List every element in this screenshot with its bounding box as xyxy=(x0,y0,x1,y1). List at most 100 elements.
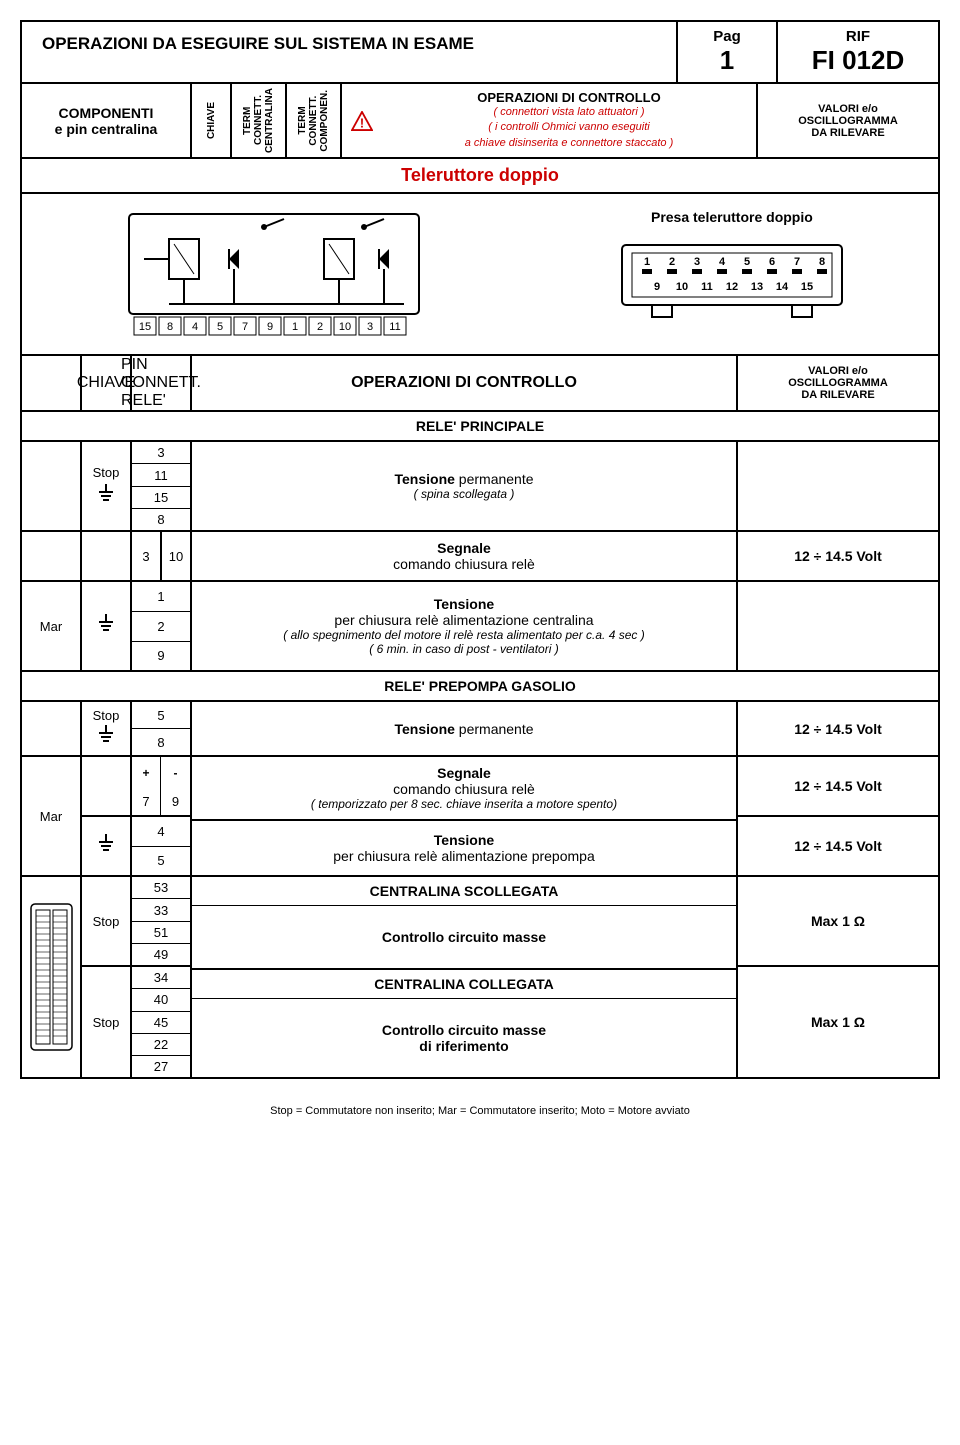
r7-stop: Stop xyxy=(82,877,130,967)
svg-text:!: ! xyxy=(360,115,364,130)
svg-text:2: 2 xyxy=(669,256,675,268)
pag-label: Pag xyxy=(684,28,770,45)
term2-label: TERM CONNETT. COMPONEN. xyxy=(297,90,330,152)
svg-text:15: 15 xyxy=(801,281,813,293)
rif-value: FI 012D xyxy=(784,45,932,76)
r2-val: 12 ÷ 14.5 Volt xyxy=(738,532,938,580)
footer-note: Stop = Commutatore non inserito; Mar = C… xyxy=(0,1099,960,1123)
r7-p1: 33 xyxy=(132,899,190,921)
r7-p3: 49 xyxy=(132,944,190,965)
svg-text:5: 5 xyxy=(217,321,223,333)
svg-text:3: 3 xyxy=(367,321,373,333)
r2-pinB: 10 xyxy=(162,532,192,580)
componenti-l2: e pin centralina xyxy=(30,121,182,137)
svg-text:8: 8 xyxy=(819,256,825,268)
r4-stop: Stop xyxy=(93,708,120,723)
r1-p3: 8 xyxy=(132,509,190,530)
svg-text:1: 1 xyxy=(292,321,298,333)
pin-header-text: PIN CONNETT. RELE' xyxy=(121,356,201,410)
r3-c2 xyxy=(82,582,132,670)
r8-title: CENTRALINA COLLEGATA xyxy=(192,970,736,999)
ops-l2: ( i controlli Ohmici vanno eseguiti xyxy=(388,120,750,135)
r5-pbs: - xyxy=(161,757,190,787)
row-2: 3 10 Segnale comando chiusura relè 12 ÷ … xyxy=(22,532,938,582)
r3-pins: 1 2 9 xyxy=(132,582,192,670)
r5-desc: Segnale comando chiusura relè ( temporiz… xyxy=(192,757,736,821)
term-centralina-col: TERM CONNETT. CENTRALINA xyxy=(232,84,287,157)
svg-text:6: 6 xyxy=(769,256,775,268)
page-number-cell: Pag 1 xyxy=(678,22,778,82)
r8-p1: 40 xyxy=(132,989,190,1011)
componenti-l1: COMPONENTI xyxy=(30,105,182,121)
r1-val xyxy=(738,442,938,530)
top-header: OPERAZIONI DA ESEGUIRE SUL SISTEMA IN ES… xyxy=(22,22,938,84)
ops-header-row: CHIAVE PIN CONNETT. RELE' OPERAZIONI DI … xyxy=(22,356,938,412)
r2-dp: comando chiusura relè xyxy=(393,556,535,572)
rif-label: RIF xyxy=(784,28,932,45)
r3-di1: ( allo spegnimento del motore il relè re… xyxy=(283,628,645,642)
r6-val: 12 ÷ 14.5 Volt xyxy=(738,817,938,875)
component-title: Teleruttore doppio xyxy=(22,159,938,194)
r7-title: CENTRALINA SCOLLEGATA xyxy=(192,877,736,906)
chiave-label: CHIAVE xyxy=(206,102,217,139)
valori-l3: DA RILEVARE xyxy=(766,127,930,139)
r6-desc: Tensione per chiusura relè alimentazione… xyxy=(192,821,736,875)
connector-col xyxy=(22,877,82,1077)
r3-val xyxy=(738,582,938,670)
r8-desc: Controllo circuito masse di riferimento xyxy=(192,999,736,1077)
r6-p1: 5 xyxy=(132,847,190,876)
r5-di: ( temporizzato per 8 sec. chiave inserit… xyxy=(311,797,617,811)
svg-text:9: 9 xyxy=(267,321,273,333)
row-4: Stop 5 8 Tensione permanente 12 ÷ 14.5 V… xyxy=(22,702,938,757)
r8-p0: 34 xyxy=(132,967,190,989)
r3-p1: 2 xyxy=(132,612,190,642)
term1-label: TERM CONNETT. CENTRALINA xyxy=(242,88,275,153)
r3-db: Tensione xyxy=(434,596,494,612)
r7-p2: 51 xyxy=(132,922,190,944)
r4-dp: permanente xyxy=(455,721,534,737)
svg-text:4: 4 xyxy=(719,256,726,268)
svg-text:10: 10 xyxy=(676,281,688,293)
r1-p1: 11 xyxy=(132,464,190,486)
valori-l1: VALORI e/o xyxy=(766,103,930,115)
svg-text:9: 9 xyxy=(654,281,660,293)
r4-c1 xyxy=(22,702,82,755)
svg-text:4: 4 xyxy=(192,321,198,333)
svg-text:1: 1 xyxy=(644,256,650,268)
r1-desc: Tensione permanente ( spina scollegata ) xyxy=(192,442,738,530)
svg-text:13: 13 xyxy=(751,281,763,293)
ops-title: OPERAZIONI DI CONTROLLO xyxy=(388,90,750,105)
ground-icon xyxy=(97,484,115,508)
r8-dp: di riferimento xyxy=(419,1038,508,1054)
r2-desc: Segnale comando chiusura relè xyxy=(192,532,738,580)
pag-value: 1 xyxy=(684,45,770,76)
r5-dp: comando chiusura relè xyxy=(393,781,535,797)
r7-p0: 53 xyxy=(132,877,190,899)
svg-text:8: 8 xyxy=(167,321,173,333)
svg-text:12: 12 xyxy=(726,281,738,293)
row-7-8: Stop Stop 53 33 51 49 34 40 45 22 27 CEN… xyxy=(22,877,938,1077)
r2-db: Segnale xyxy=(437,540,491,556)
valori-header: VALORI e/o OSCILLOGRAMMA DA RILEVARE xyxy=(738,356,938,410)
r1-p0: 3 xyxy=(132,442,190,464)
section-prepompa: RELE' PREPOMPA GASOLIO xyxy=(22,672,938,702)
rif-cell: RIF FI 012D xyxy=(778,22,938,82)
header2: COMPONENTI e pin centralina CHIAVE TERM … xyxy=(22,84,938,159)
r1-dp: permanente xyxy=(455,471,534,487)
r7-dp: Controllo circuito masse xyxy=(382,929,546,945)
ground-icon xyxy=(97,834,115,858)
r7-desc: Controllo circuito masse xyxy=(192,906,736,970)
term-componen-col: TERM CONNETT. COMPONEN. xyxy=(287,84,342,157)
r3-p0: 1 xyxy=(132,582,190,612)
svg-text:14: 14 xyxy=(776,281,789,293)
warning-col: ! xyxy=(342,84,382,157)
r8-val: Max 1 Ω xyxy=(738,967,938,1077)
r3-desc: Tensione per chiusura relè alimentazione… xyxy=(192,582,738,670)
page: OPERAZIONI DA ESEGUIRE SUL SISTEMA IN ES… xyxy=(20,20,940,1079)
chiave-col: CHIAVE xyxy=(192,84,232,157)
r5-pb: 9 xyxy=(161,787,190,815)
section-principale: RELE' PRINCIPALE xyxy=(22,412,938,442)
relay-schematic: 15 8 4 5 7 9 1 2 10 3 11 xyxy=(22,194,526,354)
ground-icon xyxy=(97,725,115,749)
ops-l3: a chiave disinserita e connettore stacca… xyxy=(388,136,750,151)
